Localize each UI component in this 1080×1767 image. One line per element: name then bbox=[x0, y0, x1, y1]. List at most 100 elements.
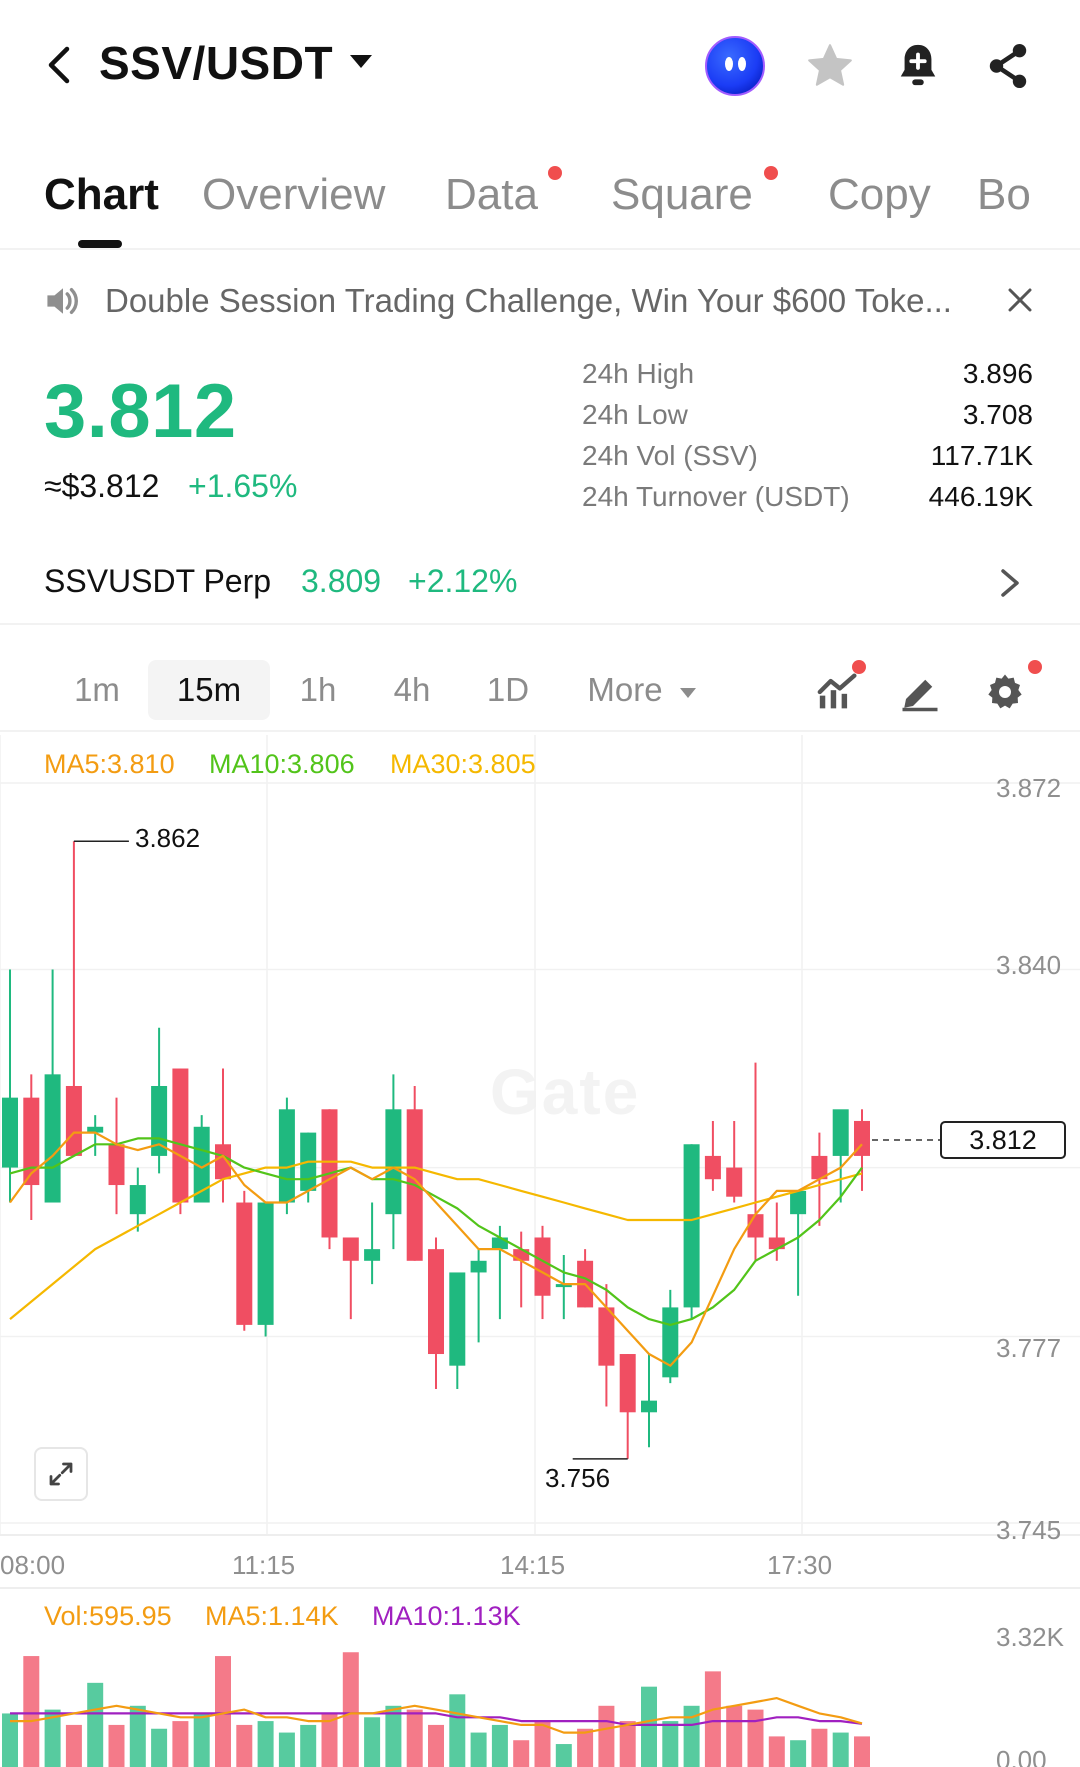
interval-1m[interactable]: 1m bbox=[74, 671, 120, 708]
candle-body bbox=[747, 1214, 764, 1238]
volume-bar bbox=[257, 1721, 274, 1767]
notification-dot bbox=[1028, 660, 1042, 674]
announcement-banner[interactable]: Double Session Trading Challenge, Win Yo… bbox=[0, 270, 1080, 334]
candle-body bbox=[704, 1155, 721, 1180]
tab-chart[interactable]: Chart bbox=[44, 170, 159, 219]
volume-bar bbox=[108, 1724, 125, 1767]
ma5-legend: MA5:3.810 bbox=[44, 749, 175, 779]
volume-bar bbox=[704, 1671, 721, 1767]
caret-down-icon[interactable] bbox=[680, 688, 696, 698]
announcement-text[interactable]: Double Session Trading Challenge, Win Yo… bbox=[105, 282, 952, 319]
interval-1d[interactable]: 1D bbox=[486, 671, 530, 708]
volume-bar bbox=[44, 1709, 61, 1767]
stat-label: 24h Low bbox=[582, 399, 688, 430]
candle-body bbox=[364, 1249, 381, 1261]
share-button[interactable] bbox=[978, 36, 1038, 96]
perpetual-link-row[interactable]: SSVUSDT Perp 3.809 +2.12% bbox=[0, 555, 1080, 625]
volume-ma5-legend: MA5:1.14K bbox=[205, 1601, 339, 1631]
candle-body bbox=[215, 1144, 231, 1180]
speaker-icon bbox=[47, 287, 78, 315]
x-tick-label: 14:15 bbox=[500, 1550, 566, 1580]
ma30-legend: MA30:3.805 bbox=[390, 749, 536, 779]
candle-body bbox=[428, 1249, 444, 1355]
candle-body bbox=[513, 1249, 530, 1261]
volume-bar bbox=[619, 1721, 636, 1767]
volume-bar bbox=[641, 1686, 657, 1767]
pair-title[interactable]: SSV/USDT bbox=[99, 37, 334, 89]
volume-bar bbox=[385, 1705, 402, 1767]
stat-value: 446.19K bbox=[928, 481, 1033, 512]
stat-value: 3.708 bbox=[962, 399, 1033, 430]
volume-y-tick: 0.00 bbox=[996, 1745, 1047, 1767]
notification-dot bbox=[852, 660, 866, 674]
perp-price: 3.809 bbox=[301, 563, 382, 599]
volume-bar bbox=[598, 1705, 615, 1767]
favorite-button[interactable] bbox=[800, 36, 860, 96]
chevron-right-icon bbox=[995, 563, 1035, 603]
candle-body bbox=[641, 1400, 657, 1413]
draw-button[interactable] bbox=[890, 662, 950, 722]
close-button[interactable] bbox=[1000, 280, 1040, 320]
candle-body bbox=[2, 1097, 18, 1168]
volume-bar bbox=[193, 1713, 210, 1767]
candle-body bbox=[87, 1126, 104, 1133]
volume-bar bbox=[790, 1740, 807, 1767]
ma30-line bbox=[9, 1160, 863, 1320]
candle-body bbox=[236, 1202, 253, 1325]
volume-bar bbox=[342, 1652, 359, 1767]
candle-body bbox=[832, 1109, 849, 1156]
bell-plus-icon bbox=[900, 44, 936, 86]
candle-body bbox=[811, 1155, 828, 1180]
volume-bar bbox=[534, 1721, 551, 1767]
interval-4h[interactable]: 4h bbox=[393, 671, 431, 708]
x-tick-label: 11:15 bbox=[232, 1550, 296, 1580]
price-alert-button[interactable] bbox=[888, 36, 948, 96]
volume-bar bbox=[662, 1721, 679, 1767]
close-icon bbox=[1008, 288, 1032, 312]
volume-bar bbox=[470, 1732, 487, 1767]
volume-bar bbox=[151, 1728, 168, 1767]
tab-square[interactable]: Square bbox=[611, 170, 753, 219]
volume-bar bbox=[23, 1656, 40, 1767]
tab-overview[interactable]: Overview bbox=[202, 170, 386, 219]
chevron-left-icon bbox=[48, 46, 70, 84]
volume-bar bbox=[87, 1682, 104, 1767]
candlestick-chart[interactable]: Gate MA5:3.810 MA10:3.806 MA30:3.805 3.8… bbox=[0, 735, 1080, 1767]
low-price-label: 3.756 bbox=[545, 1463, 611, 1493]
volume-bar bbox=[513, 1740, 530, 1767]
candle-body bbox=[619, 1354, 636, 1413]
volume-bar bbox=[364, 1717, 381, 1767]
fullscreen-button[interactable] bbox=[34, 1447, 88, 1501]
interval-selector: 1m 15m 1h 4h 1D More bbox=[0, 642, 1080, 732]
chart-settings-button[interactable] bbox=[975, 662, 1035, 722]
volume-bar bbox=[491, 1724, 508, 1767]
volume-bar bbox=[555, 1744, 572, 1767]
avatar[interactable] bbox=[705, 36, 765, 96]
volume-bar bbox=[129, 1705, 146, 1767]
candle-body bbox=[598, 1307, 615, 1366]
candle-body bbox=[44, 1074, 61, 1203]
caret-down-icon[interactable] bbox=[350, 55, 372, 68]
volume-bar bbox=[854, 1736, 870, 1767]
candle-body bbox=[491, 1237, 508, 1250]
volume-bar bbox=[683, 1705, 700, 1767]
y-tick-label: 3.872 bbox=[996, 773, 1062, 803]
ma10-line bbox=[9, 1137, 863, 1327]
perp-change: +2.12% bbox=[408, 563, 518, 599]
tab-bots[interactable]: Bo bbox=[977, 170, 1031, 219]
tab-copy[interactable]: Copy bbox=[828, 170, 931, 219]
indicators-button[interactable] bbox=[808, 662, 868, 722]
volume-bar bbox=[577, 1728, 594, 1767]
candle-body bbox=[534, 1237, 551, 1296]
back-button[interactable] bbox=[40, 40, 80, 90]
candle-body bbox=[385, 1109, 402, 1215]
interval-1h[interactable]: 1h bbox=[299, 671, 337, 708]
volume-ma5-line bbox=[10, 1696, 863, 1734]
interval-15m[interactable]: 15m bbox=[148, 660, 270, 720]
tab-data[interactable]: Data bbox=[445, 170, 538, 219]
stat-value: 3.896 bbox=[962, 358, 1033, 389]
interval-more[interactable]: More bbox=[587, 671, 663, 708]
volume-bar bbox=[278, 1732, 295, 1767]
candle-body bbox=[683, 1144, 700, 1308]
candle-body bbox=[449, 1272, 466, 1366]
